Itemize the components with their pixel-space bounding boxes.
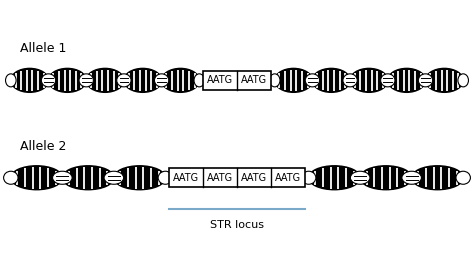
Ellipse shape	[6, 74, 16, 87]
Ellipse shape	[4, 171, 18, 184]
Ellipse shape	[63, 166, 114, 190]
Ellipse shape	[11, 69, 48, 92]
Ellipse shape	[114, 166, 165, 190]
Bar	[169, 168, 305, 187]
Ellipse shape	[158, 171, 173, 184]
Ellipse shape	[117, 74, 131, 87]
Bar	[203, 71, 271, 90]
Ellipse shape	[53, 171, 72, 184]
Ellipse shape	[381, 74, 395, 87]
Ellipse shape	[79, 74, 93, 87]
Ellipse shape	[162, 69, 199, 92]
Ellipse shape	[419, 74, 433, 87]
Ellipse shape	[360, 166, 411, 190]
Text: AATG: AATG	[207, 75, 233, 85]
Text: Allele 1: Allele 1	[20, 42, 67, 55]
Ellipse shape	[275, 69, 312, 92]
Ellipse shape	[411, 166, 463, 190]
Ellipse shape	[402, 171, 421, 184]
Text: Allele 2: Allele 2	[20, 140, 67, 153]
Ellipse shape	[305, 74, 319, 87]
Ellipse shape	[86, 69, 124, 92]
Ellipse shape	[350, 171, 370, 184]
Text: AATG: AATG	[173, 173, 199, 183]
Ellipse shape	[388, 69, 426, 92]
Ellipse shape	[312, 69, 350, 92]
Ellipse shape	[194, 74, 205, 87]
Ellipse shape	[301, 171, 316, 184]
Ellipse shape	[124, 69, 162, 92]
Ellipse shape	[269, 74, 280, 87]
Ellipse shape	[309, 166, 360, 190]
Ellipse shape	[456, 171, 470, 184]
Ellipse shape	[41, 74, 55, 87]
Text: AATG: AATG	[241, 75, 267, 85]
Ellipse shape	[11, 166, 63, 190]
Text: AATG: AATG	[275, 173, 301, 183]
Text: STR locus: STR locus	[210, 220, 264, 230]
Text: AATG: AATG	[207, 173, 233, 183]
Ellipse shape	[458, 74, 468, 87]
Ellipse shape	[48, 69, 86, 92]
Ellipse shape	[104, 171, 124, 184]
Ellipse shape	[343, 74, 357, 87]
Ellipse shape	[426, 69, 463, 92]
Text: AATG: AATG	[241, 173, 267, 183]
Ellipse shape	[155, 74, 169, 87]
Ellipse shape	[350, 69, 388, 92]
